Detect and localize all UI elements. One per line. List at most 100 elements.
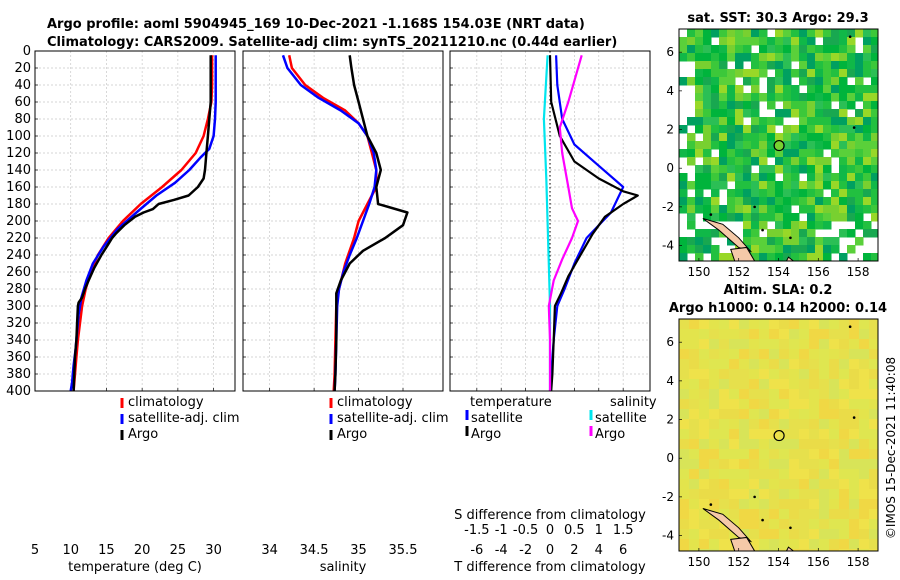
map-cell	[695, 253, 704, 261]
map-cell	[815, 141, 824, 150]
map-cell	[849, 329, 860, 340]
imos-watermark: ©IMOS 15-Dec-2021 11:40:08	[884, 357, 898, 539]
map-cell	[759, 45, 768, 54]
map-cell	[831, 213, 840, 222]
map-cell	[751, 173, 760, 182]
x-tick-label: 20	[134, 543, 151, 558]
map-cell	[831, 149, 840, 158]
x-tick-label: 35.5	[389, 543, 418, 558]
map-cell	[769, 529, 780, 540]
map-cell	[711, 213, 720, 222]
map-cell	[689, 529, 700, 540]
map-cell	[819, 389, 830, 400]
map-cell	[779, 479, 790, 490]
map-cell	[689, 359, 700, 370]
map-cell	[709, 369, 720, 380]
depth-tick-labels: 0 20 40 60 80 100 120 140 160 180 200 220 240 260 280 3…	[6, 44, 31, 399]
map-cell	[791, 221, 800, 230]
map-cell	[679, 173, 688, 182]
map-cell	[679, 539, 690, 550]
map-cell	[739, 469, 750, 480]
map-cell	[687, 149, 696, 158]
map-cell	[751, 157, 760, 166]
map-cell	[809, 329, 820, 340]
map-cell	[719, 449, 730, 460]
map-cell	[839, 529, 850, 540]
map-cell	[839, 319, 850, 330]
map-cell	[839, 37, 848, 46]
y-tick-label: 240	[6, 248, 31, 263]
map-cell	[739, 519, 750, 530]
map-cell	[831, 53, 840, 62]
map-cell	[767, 181, 776, 190]
map-cell	[769, 349, 780, 360]
map-cell	[789, 429, 800, 440]
map-cell	[727, 117, 736, 126]
map-cell	[703, 109, 712, 118]
map-cell	[709, 439, 720, 450]
map-cell	[711, 117, 720, 126]
map-cell	[699, 349, 710, 360]
map-cell	[695, 53, 704, 62]
map-cell	[809, 379, 820, 390]
map-cell	[767, 117, 776, 126]
map-cell	[823, 173, 832, 182]
map-cell	[783, 93, 792, 102]
map-cell	[829, 409, 840, 420]
map-cell	[719, 37, 728, 46]
sla-lon-tick-labels: 150 152 154 156 158	[687, 548, 870, 569]
map-cell	[759, 245, 768, 254]
map-cell	[775, 109, 784, 118]
map-cell	[719, 29, 728, 38]
map-cell	[769, 389, 780, 400]
map-cell	[679, 459, 690, 470]
map-cell	[799, 29, 808, 38]
map-cell	[807, 101, 816, 110]
map-cell	[751, 85, 760, 94]
map-cell	[859, 389, 870, 400]
map-cell	[735, 93, 744, 102]
map-cell	[869, 339, 878, 350]
y-tick-label: 200	[6, 214, 31, 229]
map-cell	[719, 329, 730, 340]
map-cell	[809, 409, 820, 420]
map-cell	[727, 77, 736, 86]
x-tick-label: 0	[546, 543, 554, 558]
map-cell	[859, 529, 870, 540]
sla-heatmap-cells	[679, 319, 878, 551]
map-cell	[775, 165, 784, 174]
map-cell	[791, 157, 800, 166]
map-cell	[767, 85, 776, 94]
map-cell	[759, 479, 770, 490]
map-cell	[751, 213, 760, 222]
map-cell	[823, 37, 832, 46]
x-tick-label: 25	[170, 543, 187, 558]
map-cell	[819, 519, 830, 530]
y-tick-label: 380	[6, 367, 31, 382]
map-cell	[711, 85, 720, 94]
map-cell	[831, 29, 840, 38]
map-cell	[695, 37, 704, 46]
map-cell	[809, 439, 820, 450]
map-cell	[743, 125, 752, 134]
map-cell	[709, 539, 720, 550]
map-cell	[695, 69, 704, 78]
map-cell	[735, 149, 744, 158]
map-cell	[839, 389, 850, 400]
map-cell	[839, 409, 850, 420]
map-cell	[775, 117, 784, 126]
map-cell	[809, 549, 820, 551]
map-cell	[679, 245, 688, 254]
map-cell	[719, 45, 728, 54]
map-cell	[871, 85, 878, 94]
map-cell	[855, 141, 864, 150]
map-cell	[775, 77, 784, 86]
small-island	[753, 205, 756, 209]
map-cell	[815, 133, 824, 142]
map-cell	[871, 77, 878, 86]
map-cell	[869, 539, 878, 550]
map-cell	[869, 379, 878, 390]
map-cell	[689, 469, 700, 480]
map-cell	[849, 339, 860, 350]
map-cell	[859, 419, 870, 430]
